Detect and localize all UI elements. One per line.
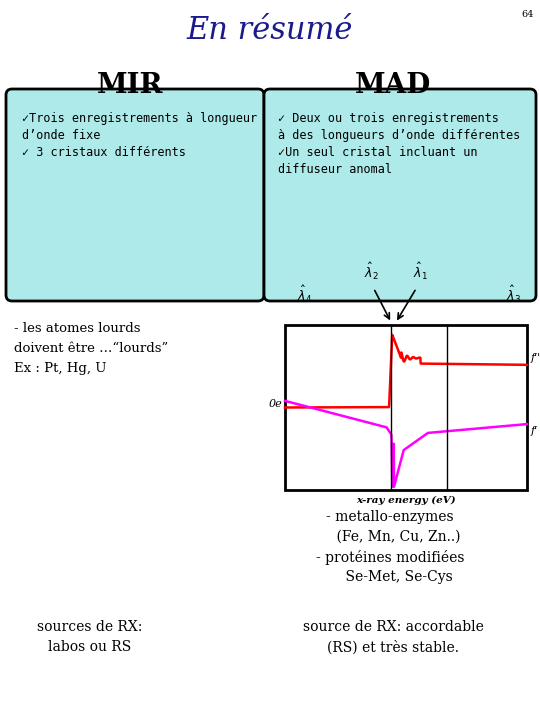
Text: - metallo-enzymes: - metallo-enzymes xyxy=(326,510,454,524)
Text: Se-Met, Se-Cys: Se-Met, Se-Cys xyxy=(328,570,453,584)
Text: diffuseur anomal: diffuseur anomal xyxy=(278,163,392,176)
Text: - les atomes lourds: - les atomes lourds xyxy=(14,322,140,335)
Text: ✓Un seul cristal incluant un: ✓Un seul cristal incluant un xyxy=(278,146,477,159)
Text: 64: 64 xyxy=(522,10,534,19)
Text: d’onde fixe: d’onde fixe xyxy=(22,129,100,142)
Text: x-ray energy (eV): x-ray energy (eV) xyxy=(356,496,456,505)
Text: source de RX: accordable: source de RX: accordable xyxy=(302,620,483,634)
Text: $\hat{\lambda}_3$: $\hat{\lambda}_3$ xyxy=(505,284,521,305)
Text: MAD: MAD xyxy=(355,72,431,99)
Text: MIR: MIR xyxy=(97,72,163,99)
FancyBboxPatch shape xyxy=(6,89,264,301)
Text: $\hat{\lambda}_1$: $\hat{\lambda}_1$ xyxy=(413,261,428,282)
Text: (Fe, Mn, Cu, Zn..): (Fe, Mn, Cu, Zn..) xyxy=(319,530,461,544)
Text: En résumé: En résumé xyxy=(187,15,353,46)
Text: Ex : Pt, Hg, U: Ex : Pt, Hg, U xyxy=(14,362,106,375)
FancyBboxPatch shape xyxy=(264,89,536,301)
Text: ✓ Deux ou trois enregistrements: ✓ Deux ou trois enregistrements xyxy=(278,112,499,125)
Text: labos ou RS: labos ou RS xyxy=(49,640,132,654)
Text: ✓Trois enregistrements à longueur: ✓Trois enregistrements à longueur xyxy=(22,112,257,125)
Text: f': f' xyxy=(531,426,538,436)
Text: - protéines modifiées: - protéines modifiées xyxy=(316,550,464,565)
Text: à des longueurs d’onde différentes: à des longueurs d’onde différentes xyxy=(278,129,520,142)
Text: f'': f'' xyxy=(531,353,540,363)
Text: $\hat{\lambda}_2$: $\hat{\lambda}_2$ xyxy=(364,261,379,282)
Text: sources de RX:: sources de RX: xyxy=(37,620,143,634)
Text: ✓ 3 cristaux différents: ✓ 3 cristaux différents xyxy=(22,146,186,159)
Text: (RS) et très stable.: (RS) et très stable. xyxy=(327,640,459,654)
Text: 0e: 0e xyxy=(268,399,282,409)
Bar xyxy=(285,325,527,490)
Text: doivent être …“lourds”: doivent être …“lourds” xyxy=(14,342,168,355)
Text: $\hat{\lambda}_4$: $\hat{\lambda}_4$ xyxy=(297,284,312,305)
